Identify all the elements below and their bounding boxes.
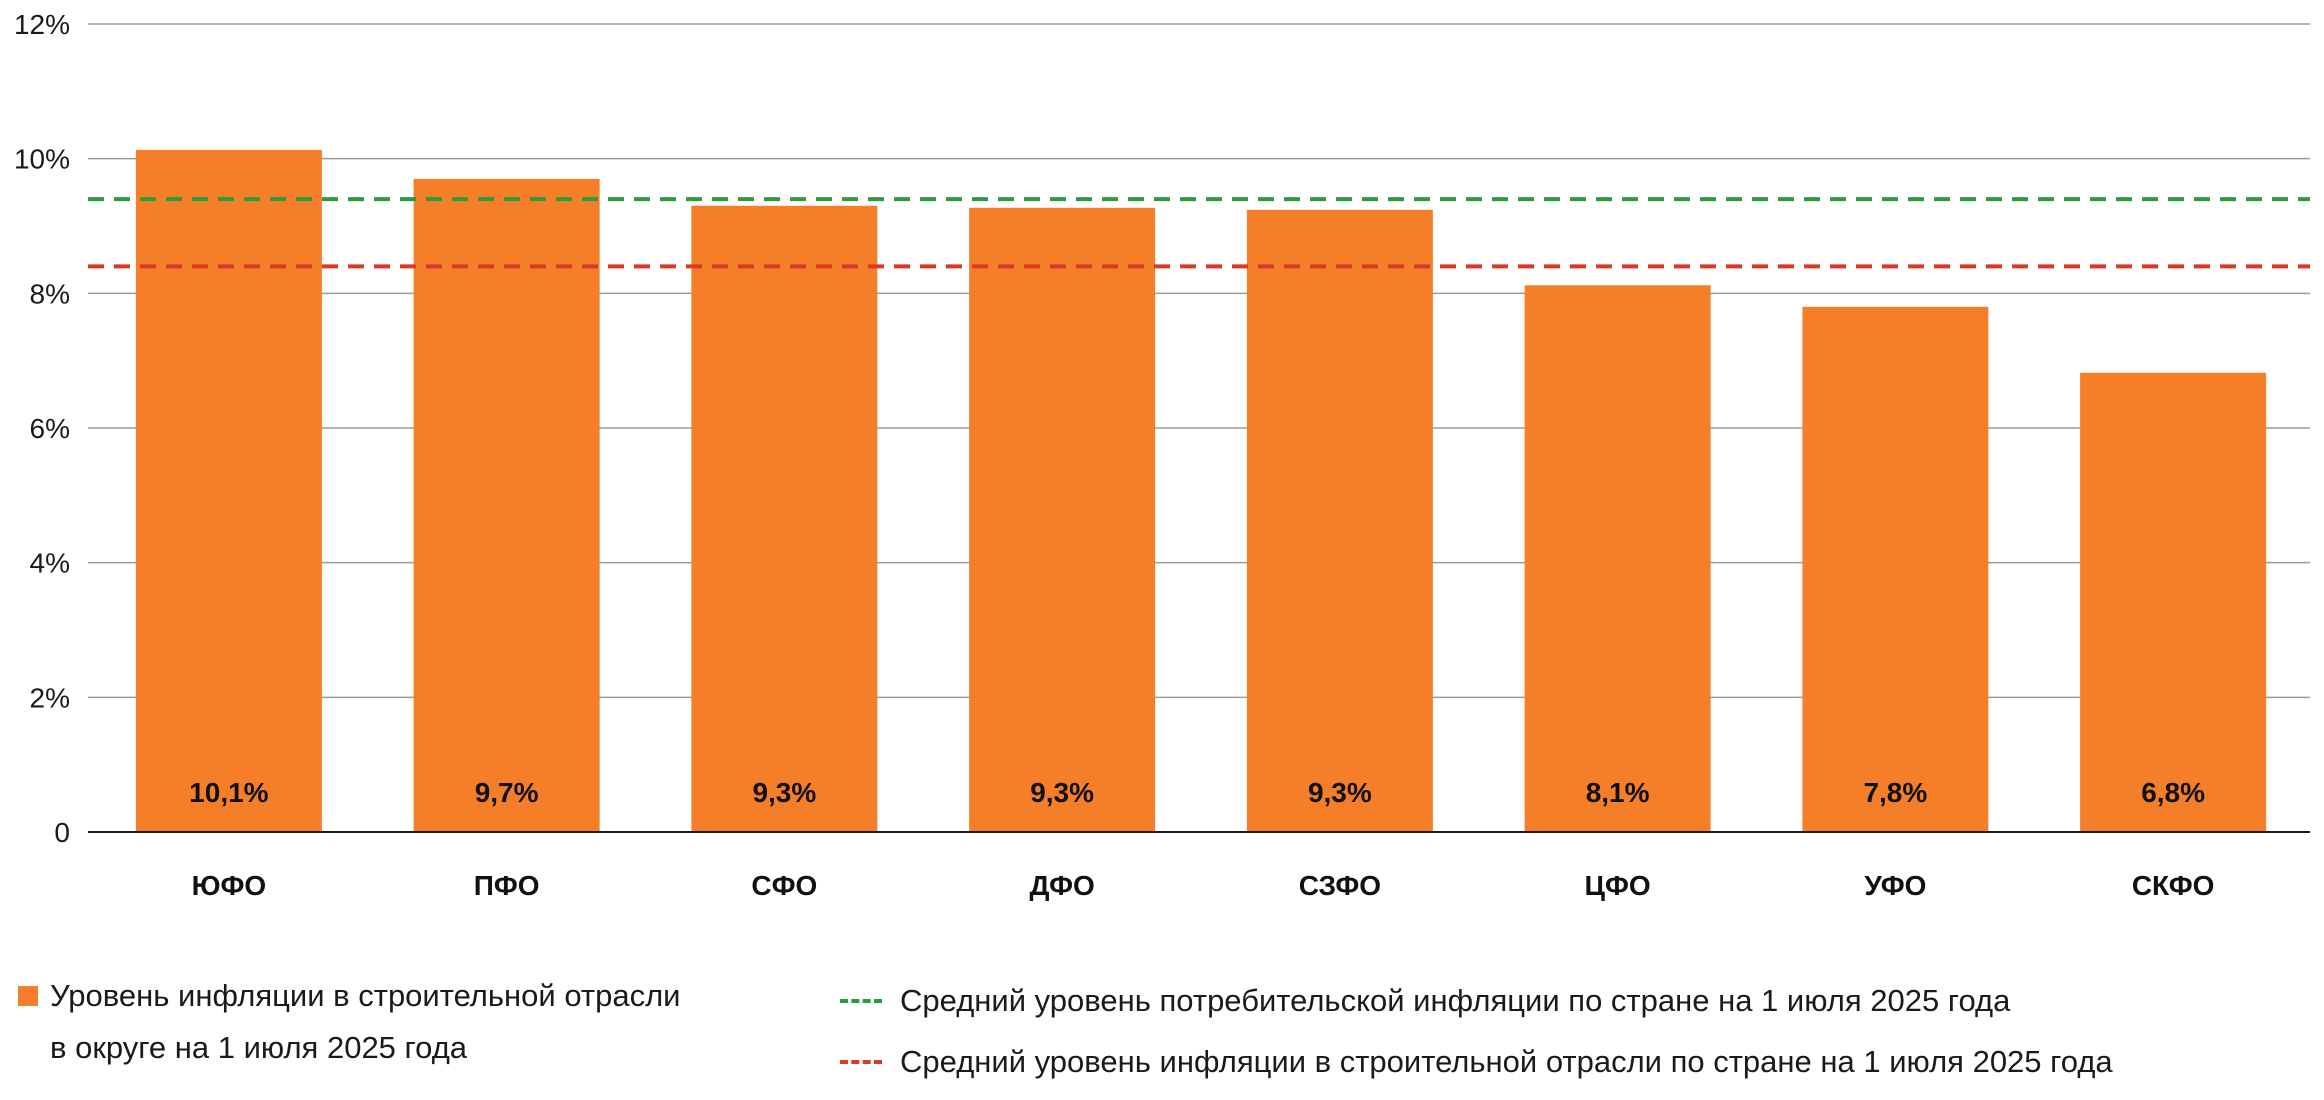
- data-label: 10,1%: [189, 777, 268, 808]
- bar: [1802, 306, 1989, 832]
- reference-lines: [88, 197, 2310, 269]
- y-tick-label: 2%: [30, 682, 70, 713]
- legend-label-consumer-inflation: Средний уровень потребительской инфляции…: [900, 983, 2011, 1018]
- x-tick-label: УФО: [1864, 870, 1926, 901]
- bar: [413, 178, 600, 832]
- x-tick-label: ДФО: [1029, 870, 1094, 901]
- y-tick-label: 6%: [30, 413, 70, 444]
- x-tick-label: СЗФО: [1299, 870, 1381, 901]
- y-tick-label: 10%: [14, 144, 70, 175]
- legend-dash-green: [840, 999, 882, 1003]
- data-labels: 10,1% 9,7% 9,3% 9,3% 9,3% 8,1% 7,8% 6,8%: [189, 777, 2205, 808]
- bar-chart: 0 2% 4% 6% 8% 10% 12% 10,1% 9,7% 9,3% 9,3% 9,3% 8,1…: [14, 9, 2310, 901]
- bar: [691, 205, 878, 833]
- bar: [135, 149, 322, 832]
- data-label: 6,8%: [2141, 777, 2205, 808]
- legend-swatch-orange: [18, 986, 38, 1006]
- legend-label-line2: в округе на 1 июля 2025 года: [50, 1030, 468, 1065]
- y-tick-label: 4%: [30, 548, 70, 579]
- x-tick-label: ЦФО: [1585, 870, 1651, 901]
- legend-label-line1: Уровень инфляции в строительной отрасли: [50, 978, 681, 1013]
- data-label: 9,3%: [752, 777, 816, 808]
- legend-item-construction-inflation: Средний уровень инфляции в строительной …: [840, 1036, 2113, 1088]
- data-label: 8,1%: [1586, 777, 1650, 808]
- legend-label-construction-inflation: Средний уровень инфляции в строительной …: [900, 1044, 2113, 1079]
- y-tick-label: 8%: [30, 278, 70, 309]
- y-tick-label: 12%: [14, 9, 70, 40]
- bar: [1524, 285, 1711, 833]
- legend-item-district-inflation: Уровень инфляции в строительной отрасли …: [18, 970, 808, 1074]
- y-tick-label: 0: [54, 817, 70, 848]
- x-axis-tick-labels: ЮФО ПФО СФО ДФО СЗФО ЦФО УФО СКФО: [192, 870, 2215, 901]
- bar: [1246, 209, 1433, 833]
- legend-item-consumer-inflation: Средний уровень потребительской инфляции…: [840, 975, 2010, 1027]
- legend-label-district-inflation: Уровень инфляции в строительной отрасли …: [50, 970, 680, 1074]
- bar: [969, 207, 1156, 832]
- x-tick-label: ПФО: [474, 870, 540, 901]
- x-tick-label: СКФО: [2132, 870, 2215, 901]
- data-label: 9,3%: [1030, 777, 1094, 808]
- legend-dash-red: [840, 1060, 882, 1064]
- data-label: 7,8%: [1863, 777, 1927, 808]
- bar: [2080, 372, 2267, 832]
- x-tick-label: ЮФО: [192, 870, 267, 901]
- data-label: 9,3%: [1308, 777, 1372, 808]
- bars: [135, 149, 2267, 833]
- data-label: 9,7%: [475, 777, 539, 808]
- y-axis-tick-labels: 0 2% 4% 6% 8% 10% 12%: [14, 9, 70, 848]
- x-tick-label: СФО: [751, 870, 817, 901]
